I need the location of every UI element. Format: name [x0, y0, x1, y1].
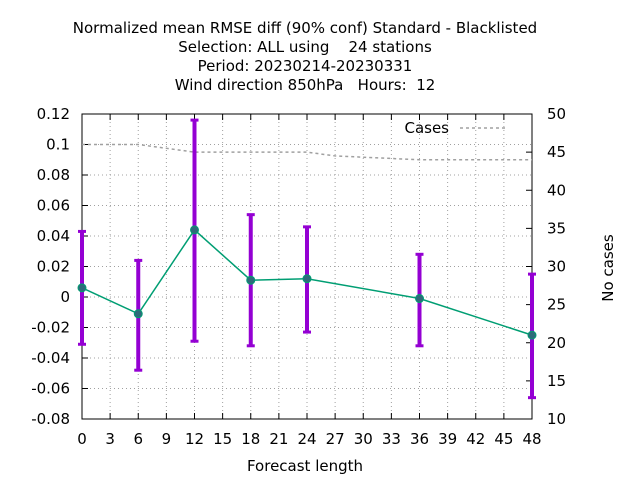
title-line-3: Period: 20230214-20230331 [198, 57, 413, 75]
title-line-4: Wind direction 850hPa Hours: 12 [175, 76, 436, 94]
title-line-1: Normalized mean RMSE diff (90% conf) Sta… [73, 19, 537, 37]
y-tick-label: 0.1 [46, 136, 70, 154]
cases-line [82, 143, 532, 161]
data-point [415, 294, 424, 304]
y-tick-label: -0.04 [31, 349, 70, 367]
x-tick-label: 6 [133, 430, 143, 448]
x-tick-label: 42 [466, 430, 485, 448]
error-bars [78, 118, 536, 400]
title-line-2: Selection: ALL using 24 stations [178, 38, 432, 56]
y2-tick-label: 35 [547, 219, 566, 237]
x-tick-label: 18 [241, 430, 260, 448]
legend: Cases [404, 119, 506, 137]
x-tick-label: 15 [213, 430, 232, 448]
x-tick-labels: 0 3 6 9 12 15 18 21 24 27 30 33 36 39 42 45 48 [77, 430, 541, 448]
x-tick-label: 39 [438, 430, 457, 448]
rmse-diff-series [77, 225, 537, 340]
y2-tick-label: 45 [547, 143, 566, 161]
y-tick-label: 0.12 [37, 105, 70, 123]
x-tick-label: 27 [326, 430, 345, 448]
y2-tick-label: 15 [547, 372, 566, 390]
y2-tick-label: 50 [547, 105, 566, 123]
y2-tick-labels: 10 15 20 25 30 35 40 45 50 [547, 105, 566, 428]
y2-axis-label: No cases [599, 234, 617, 302]
y2-tick-label: 25 [547, 296, 566, 314]
x-tick-label: 9 [162, 430, 172, 448]
x-tick-label: 33 [382, 430, 401, 448]
legend-label-cases: Cases [404, 119, 449, 137]
data-point [302, 274, 312, 284]
y2-tick-label: 30 [547, 258, 566, 276]
x-tick-label: 36 [410, 430, 429, 448]
y-tick-labels: -0.08 -0.06 -0.04 -0.02 0 0.02 0.04 0.06 0.08 0.1… [31, 105, 70, 428]
y-tick-label: 0.02 [37, 258, 70, 276]
y2-tick-label: 40 [547, 181, 566, 199]
x-tick-label: 30 [354, 430, 373, 448]
x-tick-label: 48 [522, 430, 541, 448]
x-tick-label: 45 [494, 430, 513, 448]
y-tick-label: -0.06 [31, 380, 70, 398]
chart-title: Normalized mean RMSE diff (90% conf) Sta… [73, 19, 537, 94]
x-tick-label: 0 [77, 430, 87, 448]
y-tick-label: 0.06 [37, 197, 70, 215]
x-tick-label: 24 [297, 430, 316, 448]
axis-ticks [81, 113, 533, 420]
x-axis-label: Forecast length [247, 457, 363, 475]
x-tick-label: 3 [105, 430, 115, 448]
data-point [527, 330, 537, 340]
y-tick-label: 0.04 [37, 227, 70, 245]
data-point [77, 283, 87, 293]
y2-tick-label: 20 [547, 334, 566, 352]
x-tick-label: 12 [185, 430, 204, 448]
data-point [190, 225, 199, 235]
data-point [246, 275, 256, 285]
x-tick-label: 21 [269, 430, 288, 448]
y-tick-label: -0.02 [31, 319, 70, 337]
y-tick-label: -0.08 [31, 410, 70, 428]
y2-tick-label: 10 [547, 410, 566, 428]
y-tick-label: 0.08 [37, 166, 70, 184]
y-tick-label: 0 [60, 288, 70, 306]
cases-series [82, 143, 532, 161]
data-point [133, 309, 143, 319]
